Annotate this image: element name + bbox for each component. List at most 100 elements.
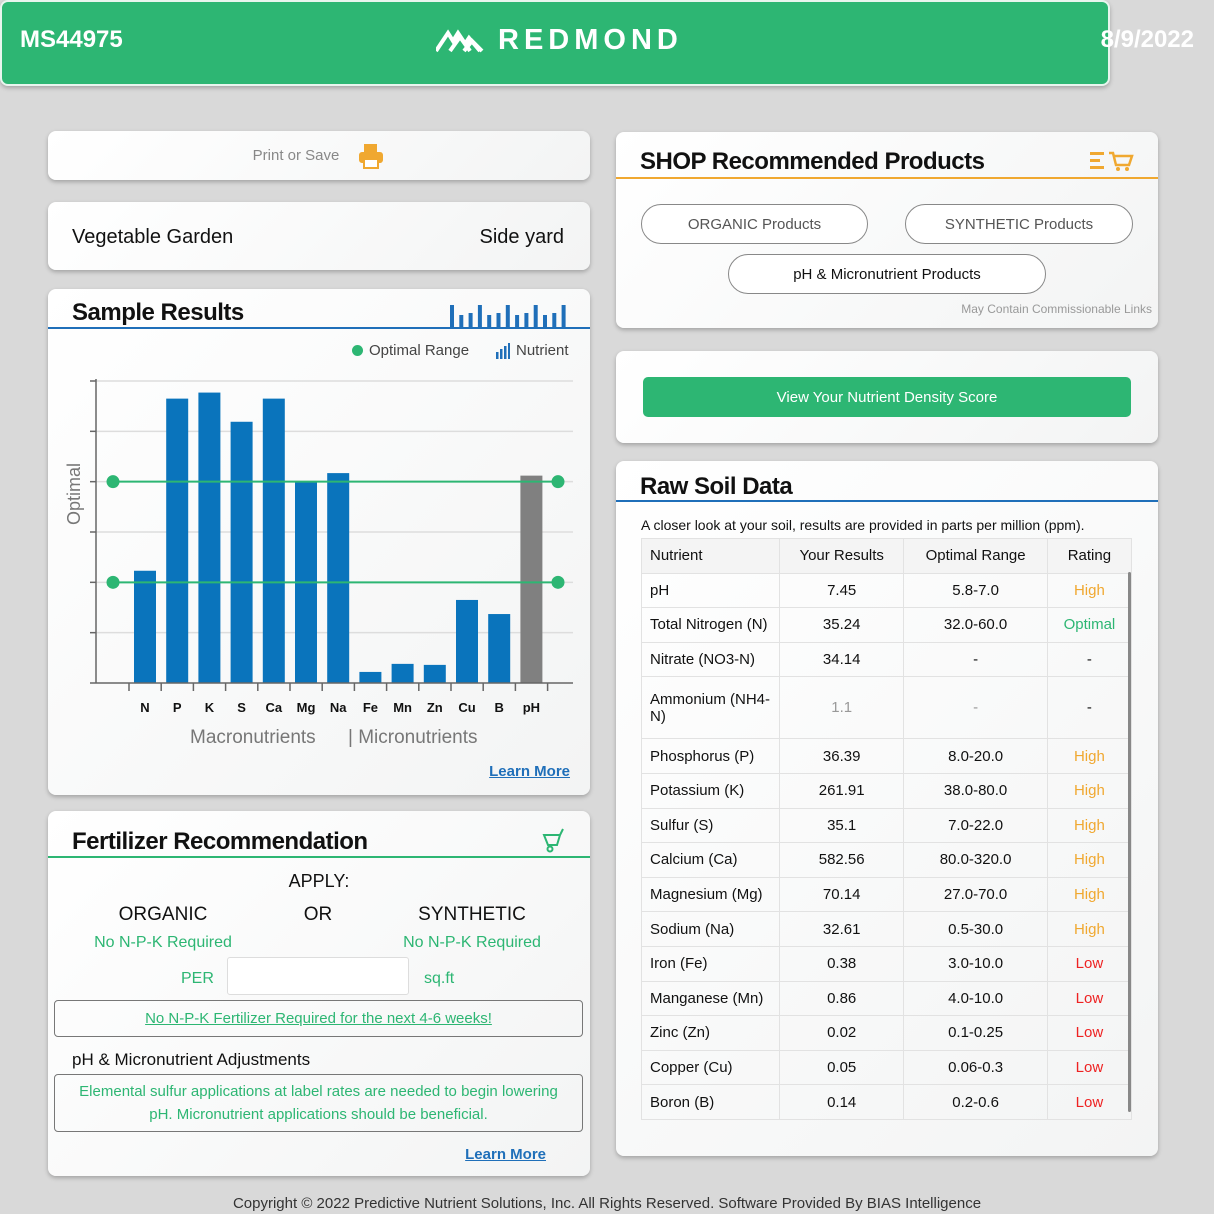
range-cell: 0.5-30.0: [903, 911, 1048, 947]
table-row: Magnesium (Mg) 70.14 27.0-70.0 High: [641, 876, 1133, 913]
result-cell: 0.05: [778, 1049, 905, 1086]
bar-Zn: [423, 664, 446, 683]
range-cell: 38.0-80.0: [903, 772, 1048, 809]
bar-B: [488, 614, 511, 683]
nutrient-bars-icon: [496, 342, 510, 359]
table-row: Boron (B) 0.14 0.2-0.6 Low: [641, 1084, 1133, 1120]
location-area: Side yard: [479, 226, 565, 248]
unit-label: sq.ft: [424, 970, 455, 987]
table-row: Calcium (Ca) 582.56 80.0-320.0 High: [641, 842, 1133, 878]
rating-cell: Low: [1046, 980, 1133, 1017]
result-cell: 70.14: [778, 876, 905, 913]
or-label: OR: [303, 904, 333, 925]
shop-card: SHOP Recommended Products ORGANIC Produc…: [616, 132, 1158, 328]
bar-P: [166, 398, 189, 683]
bar-Na: [327, 473, 350, 683]
raw-soil-card: Raw Soil Data A closer look at your soil…: [616, 461, 1158, 1156]
title-rule: [48, 327, 590, 329]
optimal-marker: [551, 575, 565, 589]
nutrient-cell: Nitrate (NO3-N): [641, 641, 780, 678]
result-cell: 582.56: [778, 842, 905, 878]
table-row: pH 7.45 5.8-7.0 High: [641, 572, 1133, 609]
notice-box: No N-P-K Fertilizer Required for the nex…: [54, 1000, 583, 1037]
per-label: PER: [181, 970, 214, 987]
range-cell: -: [903, 641, 1048, 678]
range-cell: 4.0-10.0: [903, 980, 1048, 1017]
table-row: Sulfur (S) 35.1 7.0-22.0 High: [641, 807, 1133, 844]
rating-cell: High: [1046, 738, 1133, 774]
nutrient-cell: Zinc (Zn): [641, 1015, 780, 1051]
result-cell: 34.14: [778, 641, 905, 678]
learn-more-link[interactable]: Learn More: [489, 763, 570, 780]
report-date: 8/9/2022: [1100, 26, 1194, 53]
printer-icon: [359, 143, 384, 169]
organic-heading: ORGANIC: [118, 904, 208, 925]
x-tick-label: Na: [330, 700, 347, 715]
shop-title: SHOP Recommended Products: [640, 148, 985, 175]
bar-pH: [520, 475, 543, 683]
cart-icon[interactable]: [540, 827, 564, 853]
organic-products-button[interactable]: ORGANIC Products: [641, 204, 868, 244]
rating-cell: High: [1046, 876, 1133, 913]
legend-nutrient: Nutrient: [496, 342, 569, 359]
rating-cell: Low: [1046, 1084, 1133, 1120]
optimal-marker: [551, 475, 565, 489]
x-tick-label: Zn: [427, 700, 443, 715]
title-rule: [616, 177, 1158, 179]
nutrient-cell: pH: [641, 572, 780, 609]
nutrient-cell: Ammonium (NH4-N): [641, 676, 780, 740]
result-cell: 32.61: [778, 911, 905, 947]
rating-cell: High: [1046, 842, 1133, 878]
x-tick-label: P: [173, 700, 182, 715]
title-rule: [616, 500, 1158, 502]
bar-Fe: [359, 671, 382, 683]
raw-soil-title: Raw Soil Data: [640, 473, 793, 500]
range-cell: 3.0-10.0: [903, 945, 1048, 982]
result-cell: 35.1: [778, 807, 905, 844]
table-row: Zinc (Zn) 0.02 0.1-0.25 Low: [641, 1015, 1133, 1051]
x-tick-label: pH: [523, 700, 540, 715]
nutrient-cell: Iron (Fe): [641, 945, 780, 982]
bar-Mn: [391, 663, 414, 683]
x-tick-label: S: [237, 700, 246, 715]
nutrient-cell: Sulfur (S): [641, 807, 780, 844]
bar-K: [198, 392, 221, 683]
fertilizer-title: Fertilizer Recommendation: [72, 828, 368, 855]
print-label: Print or Save: [252, 147, 340, 164]
optimal-dot-icon: [352, 345, 363, 356]
rating-cell: Low: [1046, 945, 1133, 982]
nutrient-density-button[interactable]: View Your Nutrient Density Score: [643, 377, 1131, 417]
nutrient-cell: Sodium (Na): [641, 911, 780, 947]
list-cart-icon[interactable]: [1090, 150, 1136, 172]
x-tick-label: B: [495, 700, 504, 715]
x-tick-label: Ca: [265, 700, 282, 715]
table-scrollbar[interactable]: [1128, 572, 1131, 1112]
x-tick-label: Fe: [363, 700, 378, 715]
result-cell: 0.86: [778, 980, 905, 1017]
redmond-logo: REDMOND: [436, 24, 683, 57]
area-input[interactable]: [227, 957, 409, 995]
bar-chart-icon: [450, 305, 566, 327]
learn-more-link[interactable]: Learn More: [465, 1146, 546, 1163]
range-cell: -: [903, 676, 1048, 740]
location-name: Vegetable Garden: [72, 226, 234, 248]
table-row: Phosphorus (P) 36.39 8.0-20.0 High: [641, 738, 1133, 774]
optimal-marker: [106, 475, 120, 489]
print-save-button[interactable]: Print or Save: [48, 131, 590, 180]
rating-cell: -: [1046, 641, 1133, 678]
nutrient-cell: Magnesium (Mg): [641, 876, 780, 913]
range-cell: 8.0-20.0: [903, 738, 1048, 774]
x-tick-label: N: [140, 700, 149, 715]
notice-link[interactable]: No N-P-K Fertilizer Required for the nex…: [145, 1010, 492, 1027]
redmond-mountains-icon: [436, 28, 484, 52]
range-cell: 5.8-7.0: [903, 572, 1048, 609]
bar-S: [230, 421, 253, 683]
synthetic-products-button[interactable]: SYNTHETIC Products: [905, 204, 1133, 244]
x-tick-label: Cu: [458, 700, 475, 715]
x-tick-label: K: [205, 700, 215, 715]
column-header: Nutrient: [641, 538, 780, 574]
table-row: Total Nitrogen (N) 35.24 32.0-60.0 Optimal: [641, 607, 1133, 643]
column-header: Your Results: [778, 538, 905, 574]
table-row: Ammonium (NH4-N) 1.1- -: [641, 676, 1133, 740]
micronutrient-products-button[interactable]: pH & Micronutrient Products: [728, 254, 1046, 294]
